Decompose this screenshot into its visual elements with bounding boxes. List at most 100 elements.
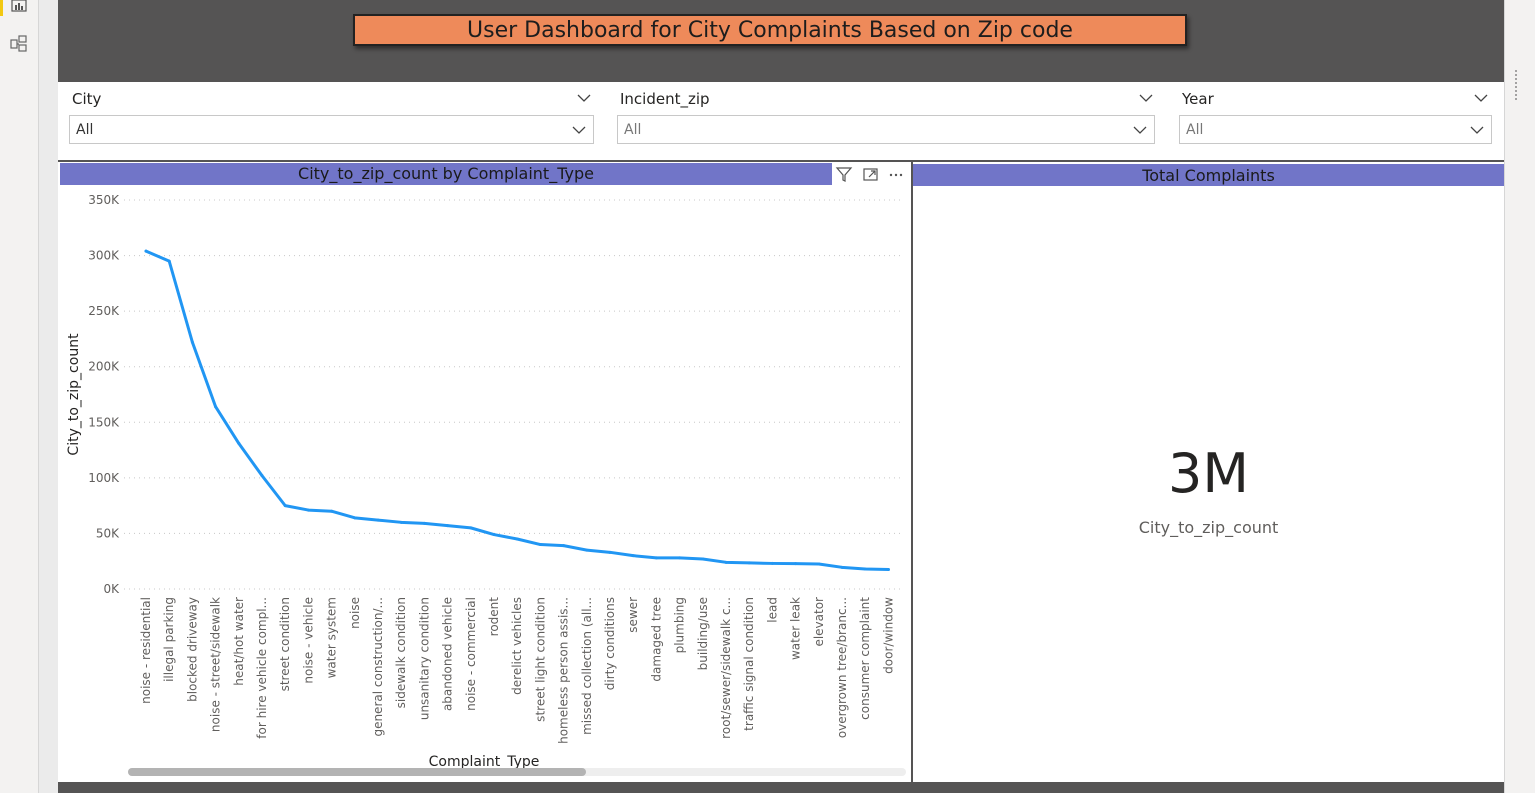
data-point <box>562 544 566 548</box>
kpi-value: 3M <box>1168 442 1249 505</box>
report-canvas: User Dashboard for City Complaints Based… <box>58 0 1504 793</box>
y-tick-label: 200K <box>88 360 120 374</box>
x-tick-label: elevator <box>812 597 826 647</box>
left-nav-rail <box>0 0 39 793</box>
x-tick-label: sidewalk condition <box>394 597 408 708</box>
data-point <box>631 554 635 558</box>
data-point <box>492 533 496 537</box>
slicer-city-label: City <box>72 90 102 108</box>
slicer-year-dropdown[interactable]: All <box>1179 115 1492 144</box>
x-tick-label: sewer <box>626 597 640 633</box>
x-tick-label: street condition <box>278 597 292 691</box>
x-tick-label: noise - street/sidewalk <box>209 597 223 732</box>
report-title-banner: User Dashboard for City Complaints Based… <box>353 14 1187 46</box>
data-point <box>469 526 473 530</box>
y-tick-label: 250K <box>88 304 120 318</box>
slicer-row: City All Incident_zip All Year All <box>58 82 1504 160</box>
chevron-down-icon[interactable] <box>576 90 592 106</box>
line-chart-visual[interactable]: City_to_zip_count by Complaint_Type 0K 50… <box>58 162 911 782</box>
active-view-indicator <box>0 0 3 16</box>
focus-mode-icon[interactable] <box>862 166 880 183</box>
line-chart-header: City_to_zip_count by Complaint_Type <box>60 163 832 185</box>
x-tick-label: general construction/... <box>371 597 385 737</box>
data-point <box>190 340 194 344</box>
kpi-label: City_to_zip_count <box>1138 518 1279 537</box>
report-view-icon[interactable] <box>10 0 28 18</box>
data-point <box>538 543 542 547</box>
slicer-city[interactable]: City All <box>58 82 606 160</box>
filter-icon[interactable] <box>835 166 853 183</box>
y-tick-label: 150K <box>88 415 120 429</box>
data-point <box>770 561 774 565</box>
card-visual-total-complaints[interactable]: Total Complaints 3M City_to_zip_count <box>913 162 1504 782</box>
chevron-down-icon[interactable] <box>1469 122 1485 138</box>
x-tick-label: lead <box>765 597 779 623</box>
x-tick-label: consumer complaint <box>858 597 872 720</box>
data-point <box>747 561 751 565</box>
slicer-incident-zip-label: Incident_zip <box>620 90 710 108</box>
slicer-incident-zip-value: All <box>624 122 642 138</box>
slicer-city-value: All <box>76 122 94 138</box>
x-tick-label: noise <box>348 597 362 629</box>
chevron-down-icon[interactable] <box>1473 90 1489 106</box>
data-point <box>144 249 148 253</box>
x-tick-label: blocked driveway <box>185 597 199 702</box>
y-tick-label: 100K <box>88 471 120 485</box>
y-tick-label: 0K <box>103 582 120 596</box>
line-chart-plot: 0K 50K 100K 150K 200K 250K 300K 350K City_to_zip… <box>66 193 906 776</box>
scrollbar-thumb[interactable] <box>128 768 586 776</box>
x-tick-label: root/sewer/sidewalk c... <box>719 597 733 739</box>
more-options-icon[interactable] <box>887 166 905 183</box>
data-point <box>515 537 519 541</box>
data-point <box>167 259 171 263</box>
slicer-city-dropdown[interactable]: All <box>69 115 594 144</box>
data-point <box>886 568 890 572</box>
slicer-year[interactable]: Year All <box>1168 82 1504 160</box>
x-tick-label: noise - residential <box>139 597 153 704</box>
data-point <box>446 524 450 528</box>
data-point <box>353 516 357 520</box>
y-tick-label: 350K <box>88 193 120 207</box>
data-point <box>330 509 334 513</box>
y-tick-label: 300K <box>88 249 120 263</box>
data-point <box>724 560 728 564</box>
slicer-year-value: All <box>1186 122 1204 138</box>
data-point <box>701 557 705 561</box>
x-tick-label: unsanitary condition <box>417 597 431 720</box>
x-tick-label: street light condition <box>533 597 547 722</box>
data-point <box>214 405 218 409</box>
data-point <box>794 562 798 566</box>
slicer-year-label: Year <box>1182 90 1214 108</box>
pane-handle[interactable] <box>1515 70 1527 100</box>
x-tick-label: for hire vehicle compl... <box>255 597 269 739</box>
x-tick-label: dirty conditions <box>603 597 617 690</box>
data-point <box>840 565 844 569</box>
data-point <box>608 550 612 554</box>
x-tick-label: heat/hot water <box>232 597 246 686</box>
x-tick-label: plumbing <box>673 597 687 653</box>
right-pane-collapsed[interactable] <box>1504 0 1535 793</box>
x-tick-label: overgrown tree/branc... <box>835 597 849 738</box>
visual-header-toolbar <box>832 163 910 185</box>
data-point <box>260 474 264 478</box>
data-point <box>817 562 821 566</box>
chevron-down-icon[interactable] <box>571 122 587 138</box>
data-point <box>376 518 380 522</box>
chevron-down-icon[interactable] <box>1132 122 1148 138</box>
series-line <box>144 249 890 572</box>
x-tick-label: rodent <box>487 597 501 637</box>
model-view-icon[interactable] <box>10 35 28 53</box>
data-point <box>422 521 426 525</box>
x-tick-label: damaged tree <box>649 597 663 682</box>
slicer-incident-zip-dropdown[interactable]: All <box>617 115 1155 144</box>
x-tick-label: traffic signal condition <box>742 597 756 731</box>
data-point <box>306 508 310 512</box>
x-tick-label: water leak <box>789 597 803 660</box>
data-point <box>654 556 658 560</box>
canvas-bottom-strip <box>58 782 1504 793</box>
data-point <box>678 556 682 560</box>
x-tick-label: abandoned vehicle <box>441 597 455 711</box>
chevron-down-icon[interactable] <box>1138 90 1154 106</box>
slicer-incident-zip[interactable]: Incident_zip All <box>606 82 1168 160</box>
x-tick-label: homeless person assis... <box>557 597 571 744</box>
